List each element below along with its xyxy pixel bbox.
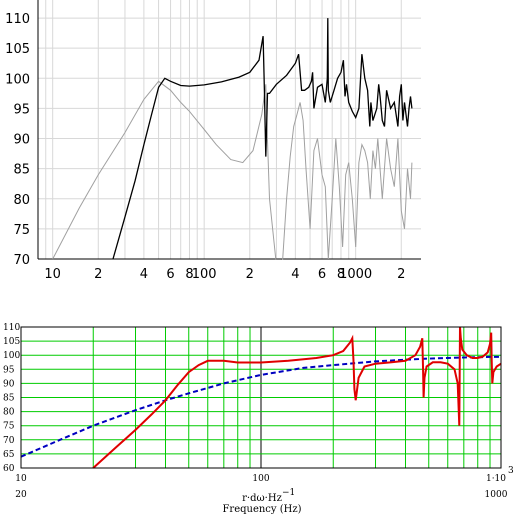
x-tick-label-top-1e3: 1·10 (486, 474, 506, 484)
x-axis-extra-label: r·dω·Hz (242, 493, 282, 504)
lower-y-tick-label: 75 (3, 422, 15, 432)
upper-chart-plot-area (38, 0, 421, 259)
upper-series-black (112, 18, 413, 260)
upper-y-tick-label: 85 (13, 163, 30, 178)
lower-series-blue-dashed (20, 355, 501, 458)
upper-series-gray (52, 80, 413, 267)
upper-x-tick-label: 4 (291, 267, 299, 282)
upper-y-tick-label: 70 (13, 253, 30, 268)
lower-y-tick-label: 65 (3, 450, 15, 460)
upper-x-tick-label: 2 (94, 267, 102, 282)
upper-x-tick-label: 6 (166, 267, 174, 282)
lower-y-tick-label: 90 (3, 379, 15, 389)
lower-y-tick-label: 60 (3, 464, 15, 474)
upper-x-tick-label: 2 (397, 267, 405, 282)
upper-chart-series (0, 18, 527, 268)
x-axis-title: Frequency (Hz) (222, 504, 301, 515)
upper-y-tick-label: 75 (13, 223, 30, 238)
upper-y-tick-label: 110 (5, 12, 30, 27)
upper-x-tick-label: 10 (44, 267, 61, 282)
upper-y-tick-label: 100 (5, 72, 30, 87)
lower-chart-frame (20, 326, 502, 469)
upper-chart-grid (37, 0, 421, 260)
x-tick-label-top-100: 100 (252, 474, 269, 484)
upper-x-tick-label: 8 (337, 267, 345, 282)
lower-series-red (92, 326, 502, 469)
upper-x-tick-label: 1000 (339, 267, 372, 282)
x-axis-extra-label-exponent: −1 (282, 488, 295, 498)
upper-y-tick-label: 105 (5, 42, 30, 57)
x-tick-label-top-10: 10 (15, 474, 27, 484)
upper-y-tick-label: 95 (13, 102, 30, 117)
upper-x-tick-label: 4 (140, 267, 148, 282)
lower-chart-y-tick-labels: 60 65 70 75 80 85 90 95 100 105 110 (3, 323, 20, 474)
upper-x-tick-label: 8 (185, 267, 193, 282)
lower-y-tick-label: 80 (3, 408, 15, 418)
upper-chart-y-tick-labels: 70 75 80 85 90 95 100 105 110 (5, 12, 30, 268)
x-tick-label-top-1e3-exponent: 3 (508, 466, 514, 476)
upper-mask (0, 260, 527, 268)
lower-y-tick-label: 85 (3, 394, 15, 404)
lower-y-tick-label: 105 (3, 337, 20, 347)
upper-x-tick-label: 2 (246, 267, 254, 282)
lower-y-tick-label: 100 (3, 351, 20, 361)
lower-chart-grid (20, 326, 502, 469)
lower-y-tick-label: 110 (3, 323, 20, 333)
upper-x-tick-label: 6 (318, 267, 326, 282)
upper-y-tick-label: 90 (13, 133, 30, 148)
upper-x-tick-label: 100 (192, 267, 217, 282)
lower-y-tick-label: 70 (3, 436, 15, 446)
lower-chart-series (20, 326, 502, 469)
x-tick-label-bottom-1000: 1000 (485, 490, 508, 500)
lower-y-tick-label: 95 (3, 365, 15, 375)
upper-y-tick-label: 80 (13, 193, 30, 208)
x-tick-label-bottom-20: 20 (15, 490, 27, 500)
